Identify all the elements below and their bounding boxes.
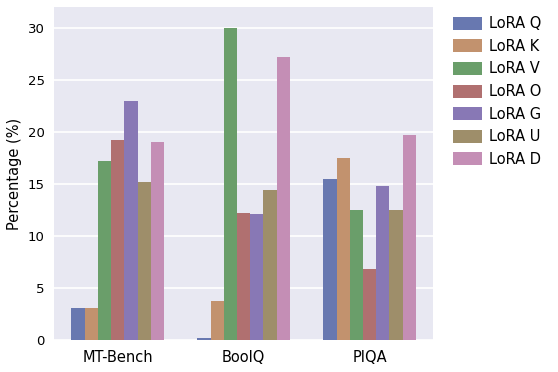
Legend: LoRA Q, LoRA K, LoRA V, LoRA O, LoRA G, LoRA U, LoRA D: LoRA Q, LoRA K, LoRA V, LoRA O, LoRA G, … <box>444 7 551 176</box>
Bar <box>198 338 210 340</box>
Bar <box>403 135 416 340</box>
Bar <box>336 158 350 340</box>
Bar <box>138 182 151 340</box>
Bar <box>350 210 363 340</box>
Bar <box>85 308 98 340</box>
Bar <box>210 301 224 340</box>
Bar <box>124 101 138 340</box>
Bar <box>237 213 251 340</box>
Bar <box>363 269 376 340</box>
Bar <box>98 161 111 340</box>
Bar <box>111 140 124 340</box>
Bar <box>151 142 164 340</box>
Bar <box>323 179 336 340</box>
Bar <box>224 28 237 340</box>
Bar <box>277 57 290 340</box>
Y-axis label: Percentage (%): Percentage (%) <box>7 118 22 230</box>
Bar <box>71 308 85 340</box>
Bar <box>376 186 389 340</box>
Bar <box>251 214 263 340</box>
Bar <box>389 210 403 340</box>
Bar <box>263 190 277 340</box>
